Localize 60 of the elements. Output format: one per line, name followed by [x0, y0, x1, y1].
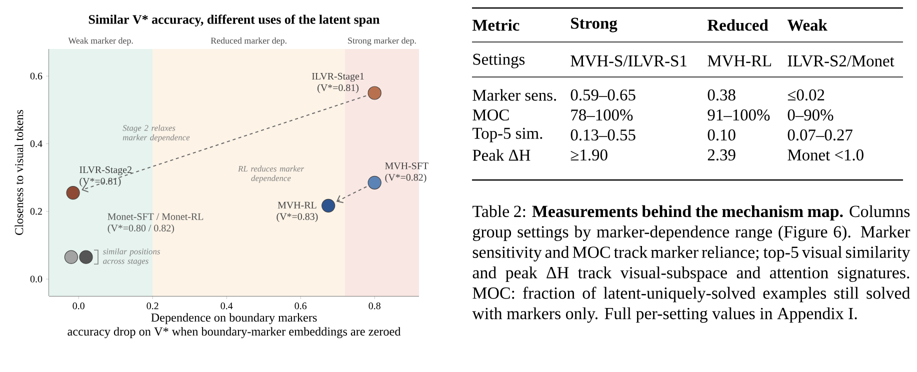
x-tick-label: 0.0	[72, 302, 84, 310]
point	[64, 250, 78, 264]
y-tick-label: 0.2	[30, 208, 42, 215]
text: 2.39	[708, 149, 736, 161]
annotation: Stage 2 relaxes marker dependence	[122, 124, 190, 142]
point	[368, 86, 382, 100]
text: Weak	[787, 19, 828, 31]
text: Reduced	[707, 19, 768, 31]
text: Top-5 sim.	[472, 128, 542, 142]
point	[66, 186, 80, 200]
band-label: Reduced marker dep.	[210, 37, 286, 46]
text: accuracy drop on V* when boundary-marker embeddings are zeroed	[68, 327, 401, 338]
annotation: (V*=0.83)	[276, 212, 318, 222]
annotation: RL reduces marker dependence	[238, 166, 304, 183]
text: MOC	[472, 109, 509, 121]
text: 0–90%	[788, 109, 834, 121]
text: 0.10	[708, 129, 736, 141]
series-label: ILVR-Stage1	[312, 72, 364, 82]
text: ≥1.90	[570, 149, 608, 161]
series-label: ILVR-Stage2	[80, 166, 132, 176]
point	[79, 250, 93, 264]
text: 91–100%	[708, 109, 770, 121]
text: Peak ΔH	[472, 149, 530, 161]
text: Monet <1.0	[788, 149, 864, 161]
annotation: similar positions across stages	[102, 248, 160, 266]
series-label: MVH-RL	[278, 202, 316, 209]
band-label: Weak marker dep.	[68, 37, 133, 46]
chart-title: Similar V* accuracy, different uses of the latent span	[88, 14, 380, 27]
text: 0.13–0.55	[570, 129, 636, 141]
text: Marker sens.	[472, 89, 556, 101]
x-tick-label: 0.8	[368, 302, 380, 310]
text: ILVR-S2/Monet	[788, 55, 894, 67]
text: 0.59–0.65	[570, 89, 636, 101]
point	[322, 198, 336, 212]
annotation: (V*=0.81)	[80, 178, 121, 187]
text: 78–100%	[571, 109, 633, 121]
annotation: (V*=0.81)	[318, 84, 359, 94]
text: Metric	[472, 19, 520, 31]
y-tick-label: 0.4	[30, 140, 42, 148]
band-label: Strong marker dep.	[348, 37, 416, 46]
y-tick-label: 0.0	[30, 276, 42, 282]
x-axis-title: Dependence on boundary markers	[151, 313, 317, 324]
text: ≤0.02	[788, 89, 824, 101]
annotation: (V*=0.82)	[385, 174, 426, 183]
text: Strong	[571, 18, 618, 32]
x-tick-label: 0.2	[146, 302, 158, 310]
text: MVH-RL	[708, 55, 772, 67]
y-axis-title: Closeness to visual tokens	[14, 110, 24, 235]
x-tick-label: 0.4	[220, 302, 233, 310]
text: 0.38	[708, 89, 736, 101]
y-tick-label: 0.6	[30, 72, 42, 80]
text: Settings	[473, 54, 525, 68]
point	[368, 176, 382, 190]
annotation: (V*=0.80 / 0.82)	[108, 224, 174, 234]
text: Monet-SFT / Monet-RL	[108, 213, 204, 220]
text: 0.07–0.27	[788, 129, 852, 141]
x-tick-label: 0.6	[294, 302, 307, 310]
text: MVH-S/ILVR-S1	[570, 55, 686, 67]
series-label: MVH-SFT	[385, 162, 428, 170]
caption: Table 2: Measurements behind the mechanism map. Columns group settings by marker-dependence range (Figure 6). Marker sensitivity and MOC track marker reliance; top-5 visual similarity and peak ΔH track visual-subspace and attention signatures. MOC: fraction of latent-uniquely-solved examples still solved with markers only. Full per-setting values in Appendix I.	[472, 205, 910, 323]
